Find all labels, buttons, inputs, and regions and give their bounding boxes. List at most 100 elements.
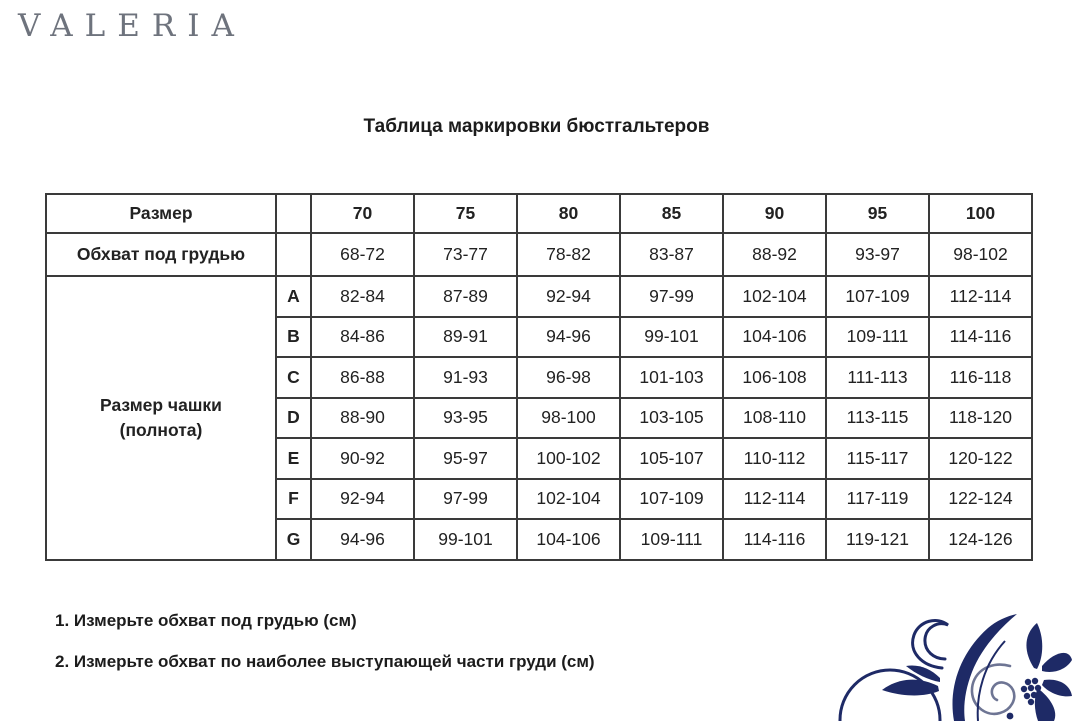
measure-cell: 109-111 [825, 315, 930, 358]
measure-cell: 107-109 [619, 477, 724, 520]
underbust-row-label: Обхват под грудью [45, 232, 277, 277]
measure-cell: 92-94 [310, 477, 415, 520]
measure-cell: 107-109 [825, 275, 930, 318]
measure-cell: 93-95 [413, 396, 518, 439]
ornament-circle-swirl [838, 668, 942, 721]
measure-cell: 124-126 [928, 518, 1033, 561]
measure-cell: 114-116 [928, 315, 1033, 358]
measure-cell: 88-90 [310, 396, 415, 439]
measure-cell: 101-103 [619, 356, 724, 399]
cup-row: G 94-96 99-101 104-106 109-111 114-116 119-121… [46, 518, 1033, 561]
measure-cell: 87-89 [413, 275, 518, 318]
measure-cell: 89-91 [413, 315, 518, 358]
bra-size-table: Размер 70 75 80 85 90 95 100 Обхват под грудью 68… [45, 193, 1033, 561]
page-title: Таблица маркировки бюстгальтеров [363, 116, 710, 137]
cup-row: Размер чашки (полнота) A 82-84 87-89 92-94 97-… [45, 275, 1033, 561]
measure-cell: 94-96 [516, 315, 621, 358]
measure-cell: 94-96 [310, 518, 415, 561]
measure-cell: 96-98 [516, 356, 621, 399]
cup-row: B 84-86 89-91 94-96 99-101 104-106 109-111 114-… [46, 315, 1033, 358]
ornament-curl [911, 619, 949, 670]
measure-cell: 112-114 [722, 477, 827, 520]
instruction-step-2: 2. Измерьте обхват по наиболее выступающ… [55, 652, 595, 671]
ornament-swoosh [952, 614, 1017, 721]
band-size-cell: 90 [722, 193, 827, 234]
measure-cell: 109-111 [619, 518, 724, 561]
ornament-leaf [882, 679, 939, 696]
floral-ornament [838, 614, 1072, 721]
measure-cell: 97-99 [413, 477, 518, 520]
underbust-cell: 73-77 [413, 232, 518, 277]
measure-cell: 104-106 [516, 518, 621, 561]
band-size-cell: 70 [310, 193, 415, 234]
band-size-cell: 75 [413, 193, 518, 234]
measure-cell: 110-112 [722, 437, 827, 480]
ornament-swoosh-echo [976, 640, 1006, 721]
underbust-row: Обхват под грудью 68-72 73-77 78-82 83-87 88-… [45, 232, 1033, 277]
band-size-cell: 85 [619, 193, 724, 234]
measure-cell: 114-116 [722, 518, 827, 561]
underbust-cell: 83-87 [619, 232, 724, 277]
cup-letter-cell: F [275, 477, 312, 520]
ornament-spiral [970, 663, 1016, 716]
spacer-cell [275, 232, 312, 277]
band-size-cell: 100 [928, 193, 1033, 234]
cup-row: E 90-92 95-97 100-102 105-107 110-112 115-117 1… [46, 437, 1033, 480]
spacer-cell [275, 193, 312, 234]
underbust-cell: 93-97 [825, 232, 930, 277]
size-table-body: Размер 70 75 80 85 90 95 100 Обхват под грудью 68… [45, 193, 1033, 561]
measure-cell: 120-122 [928, 437, 1033, 480]
band-size-row: Размер 70 75 80 85 90 95 100 [45, 193, 1033, 234]
measure-cell: 98-100 [516, 396, 621, 439]
measure-cell: 112-114 [928, 275, 1033, 318]
flower-petal [1026, 623, 1043, 669]
cup-letter-cell: G [275, 518, 312, 561]
measure-cell: 90-92 [310, 437, 415, 480]
cup-section-label: Размер чашки (полнота) [45, 275, 277, 561]
underbust-cell: 88-92 [722, 232, 827, 277]
measure-cell: 82-84 [310, 275, 415, 318]
measure-cell: 86-88 [310, 356, 415, 399]
measure-cell: 100-102 [516, 437, 621, 480]
brand-logo: VALERIA [18, 8, 246, 44]
measure-cell: 84-86 [310, 315, 415, 358]
measure-cell: 116-118 [928, 356, 1033, 399]
measure-cell: 118-120 [928, 396, 1033, 439]
cup-letter-cell: C [275, 356, 312, 399]
measure-cell: 113-115 [825, 396, 930, 439]
measure-cell: 92-94 [516, 275, 621, 318]
ornament-leaf [906, 665, 940, 682]
cup-row: C 86-88 91-93 96-98 101-103 106-108 111-113 116… [46, 356, 1033, 399]
cup-row: F 92-94 97-99 102-104 107-109 112-114 117-119 1… [46, 477, 1033, 520]
measure-cell: 91-93 [413, 356, 518, 399]
band-size-cell: 95 [825, 193, 930, 234]
measure-cell: 105-107 [619, 437, 724, 480]
measure-cell: 99-101 [413, 518, 518, 561]
measure-cell: 99-101 [619, 315, 724, 358]
ornament-dot [1006, 712, 1014, 720]
berry-cluster [1020, 677, 1042, 706]
measure-cell: 119-121 [825, 518, 930, 561]
underbust-cell: 68-72 [310, 232, 415, 277]
measure-cell: 95-97 [413, 437, 518, 480]
measure-cell: 103-105 [619, 396, 724, 439]
measure-cell: 102-104 [722, 275, 827, 318]
cup-letter-cell: D [275, 396, 312, 439]
cup-letter-cell: B [275, 315, 312, 358]
underbust-cell: 78-82 [516, 232, 621, 277]
measure-cell: 108-110 [722, 396, 827, 439]
measure-cell: 102-104 [516, 477, 621, 520]
measure-cell: 122-124 [928, 477, 1033, 520]
band-size-cell: 80 [516, 193, 621, 234]
flower-petal [1034, 690, 1056, 721]
cup-row: D 88-90 93-95 98-100 103-105 108-110 113-115 11… [46, 396, 1033, 439]
underbust-cell: 98-102 [928, 232, 1033, 277]
measure-cell: 115-117 [825, 437, 930, 480]
measure-cell: 97-99 [619, 275, 724, 318]
flower-petal [1042, 679, 1072, 697]
size-row-label: Размер [45, 193, 277, 234]
measure-cell: 111-113 [825, 356, 930, 399]
instruction-step-1: 1. Измерьте обхват под грудью (см) [55, 611, 357, 630]
measure-cell: 106-108 [722, 356, 827, 399]
